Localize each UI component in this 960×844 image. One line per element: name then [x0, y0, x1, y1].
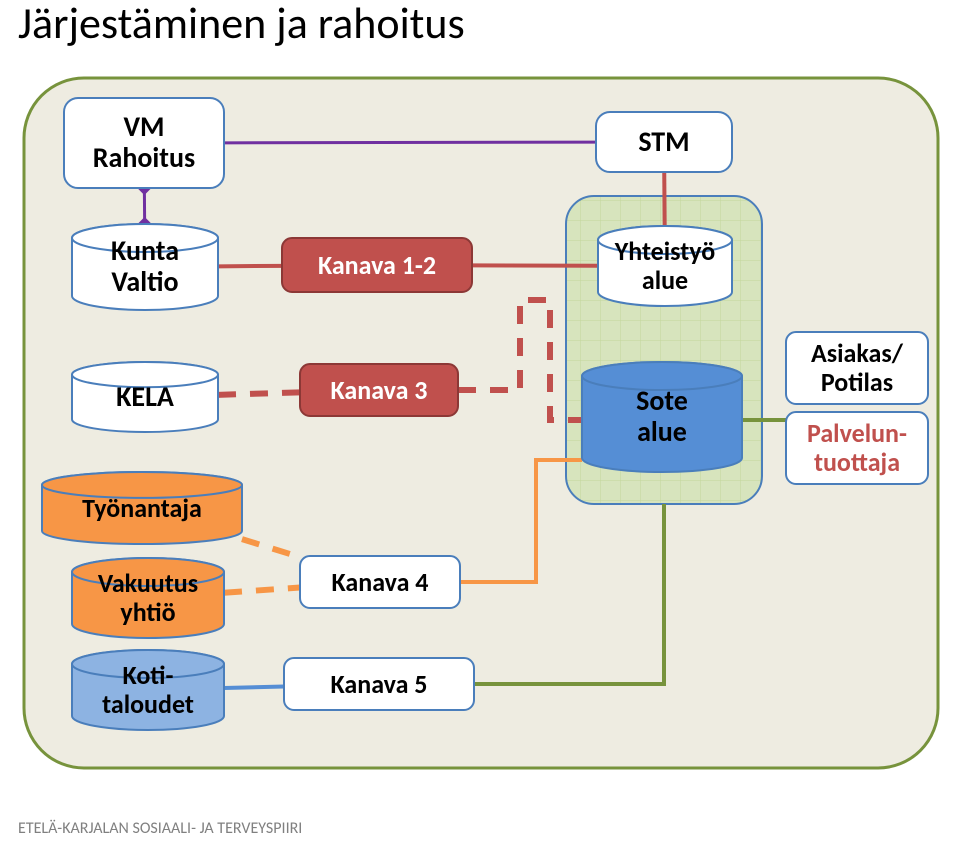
node-kunta: KuntaValtio: [72, 224, 218, 310]
footer-text: ETELÄ-KARJALAN SOSIAALI- JA TERVEYSPIIRI: [18, 819, 302, 838]
node-stm-line1: STM: [638, 127, 689, 158]
node-k12-line1: Kanava 1-2: [318, 251, 436, 280]
node-asia-line2: Potilas: [821, 368, 893, 397]
node-vm-line1: VM: [123, 112, 164, 143]
diagram-stage: Järjestäminen ja rahoitus VMRahoitusSTMK…: [0, 0, 960, 844]
node-kela-line1: KELA: [116, 382, 174, 413]
node-k5-line1: Kanava 5: [331, 670, 428, 699]
node-koti: Koti-taloudet: [72, 650, 224, 730]
node-yhte-line2: alue: [642, 266, 688, 295]
node-kunta-line2: Valtio: [111, 267, 178, 298]
node-palv-line1: Palvelun-: [807, 419, 907, 448]
node-koti-line2: taloudet: [102, 690, 194, 719]
node-vak-line1: Vakuutus: [98, 569, 198, 598]
node-asia-line1: Asiakas/: [811, 339, 903, 368]
node-tyon-line1: Työnantaja: [82, 494, 202, 523]
node-vm: VMRahoitus: [64, 98, 224, 188]
node-k4-line1: Kanava 4: [332, 568, 429, 597]
node-palv: Palvelun-tuottaja: [786, 412, 928, 484]
node-k3: Kanava 3: [300, 364, 458, 416]
node-vak: Vakuutusyhtiö: [72, 558, 224, 638]
node-palv-line2: tuottaja: [814, 448, 900, 477]
node-k5: Kanava 5: [284, 658, 474, 710]
node-k4: Kanava 4: [300, 556, 460, 608]
node-kela: KELA: [72, 362, 218, 432]
node-kunta-line1: Kunta: [111, 236, 179, 267]
node-yhte: Yhteistyöalue: [598, 226, 732, 306]
node-sote: Sotealue: [582, 362, 742, 472]
node-tyon: Työnantaja: [42, 472, 242, 544]
node-koti-line1: Koti-: [123, 661, 174, 690]
node-k3-line1: Kanava 3: [331, 376, 428, 405]
node-k12: Kanava 1-2: [282, 238, 472, 292]
node-stm: STM: [596, 112, 732, 172]
node-sote-line1: Sote: [636, 386, 688, 417]
node-yhte-line1: Yhteistyö: [615, 237, 716, 266]
node-vm-line2: Rahoitus: [93, 143, 195, 174]
node-sote-line2: alue: [637, 417, 687, 448]
node-vak-line2: yhtiö: [120, 598, 175, 627]
node-asia: Asiakas/Potilas: [786, 332, 928, 404]
